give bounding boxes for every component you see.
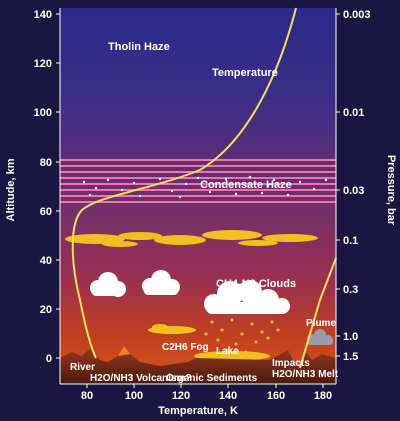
label-plume: Plume (306, 318, 336, 329)
label-clouds: CH4-N2 Clouds (216, 278, 296, 290)
label-impacts: Impacts (272, 358, 310, 369)
pressure-tick-0.003: 0.003 (343, 9, 371, 21)
pressure-tick-0.3: 0.3 (343, 284, 358, 296)
pressure-tick-0.03: 0.03 (343, 185, 364, 197)
cloud-large (204, 280, 290, 314)
altitude-tick-80: 80 (40, 157, 52, 169)
temperature-curve-surface (299, 257, 337, 369)
label-condensate-haze: Condensate Haze (200, 179, 292, 191)
label-fog: C2H6 Fog (162, 342, 209, 353)
pressure-tick-1.5: 1.5 (343, 351, 358, 363)
pressure-axis-label: Pressure, bar (385, 155, 397, 226)
altitude-tick-100: 100 (34, 107, 52, 119)
pressure-tick-0.01: 0.01 (343, 107, 364, 119)
label-melt: H2O/NH3 Melt (272, 369, 339, 380)
pressure-ticks: 0.003 0.01 0.03 0.1 0.3 1.0 1.5 (343, 9, 371, 363)
altitude-tick-120: 120 (34, 58, 52, 70)
cloud-left (90, 272, 126, 297)
surface-terrain (60, 346, 336, 384)
volcano-glow (118, 346, 130, 356)
temperature-tick-80: 80 (81, 390, 93, 402)
altitude-tick-0: 0 (46, 353, 52, 365)
ethane-fog (148, 324, 196, 334)
altitude-axis-label: Altitude, km (5, 158, 17, 221)
temperature-ticks: 80 100 120 140 160 180 (81, 390, 332, 402)
label-lake: Lake (216, 346, 239, 357)
altitude-axis (56, 8, 61, 384)
temperature-tick-140: 140 (219, 390, 237, 402)
label-river: River (70, 362, 95, 373)
altitude-tick-60: 60 (40, 206, 52, 218)
temperature-axis (60, 383, 336, 388)
temperature-axis-label: Temperature, K (158, 405, 238, 417)
temperature-tick-180: 180 (314, 390, 332, 402)
label-temperature: Temperature (212, 67, 278, 79)
altitude-tick-20: 20 (40, 304, 52, 316)
pressure-tick-0.1: 0.1 (343, 235, 358, 247)
altitude-tick-40: 40 (40, 255, 52, 267)
temperature-tick-160: 160 (267, 390, 285, 402)
temperature-tick-120: 120 (172, 390, 190, 402)
label-volcanism: H2O/NH3 Volcanism? (90, 373, 192, 384)
label-tholin-haze: Tholin Haze (108, 41, 170, 53)
haze-droplets (82, 175, 328, 199)
altitude-tick-140: 140 (34, 9, 52, 21)
altitude-ticks: 140 120 100 80 60 40 20 0 (34, 9, 52, 365)
methane-cloud-deck (65, 230, 318, 247)
pressure-tick-1.0: 1.0 (343, 331, 358, 343)
temperature-curve (71, 7, 297, 359)
convective-clouds (90, 270, 333, 345)
pressure-axis (335, 8, 340, 384)
label-organic-sediments: Organic Sediments (166, 373, 258, 384)
temperature-tick-100: 100 (125, 390, 143, 402)
cloud-middle (142, 270, 180, 295)
